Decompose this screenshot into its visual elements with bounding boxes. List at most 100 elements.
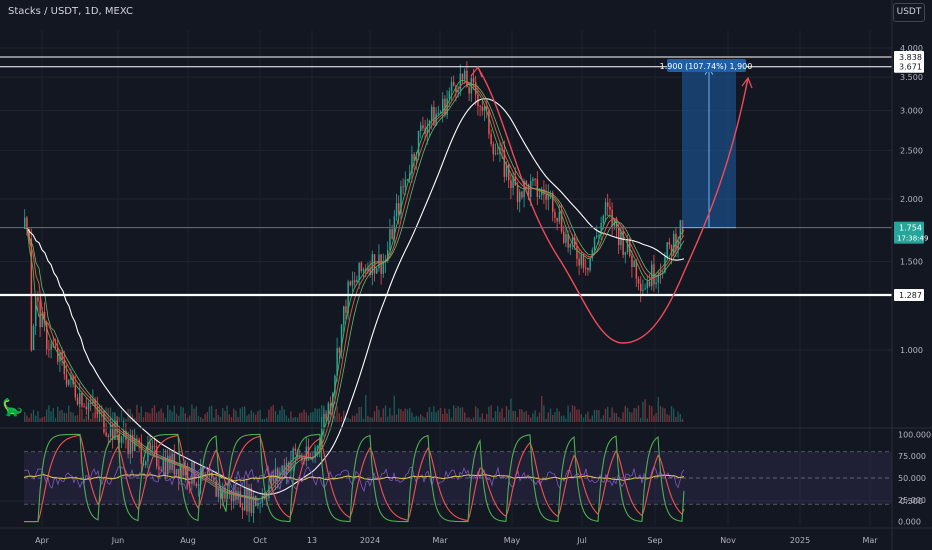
volume-bar (501, 408, 503, 422)
volume-bar (492, 418, 494, 422)
volume-bar (37, 411, 39, 422)
candle-body (624, 251, 627, 255)
candle-body (530, 180, 532, 197)
volume-bar (226, 405, 228, 422)
candle-body (340, 324, 343, 353)
volume-bar (626, 407, 629, 422)
volume-bar (279, 410, 281, 422)
volume-bar (290, 411, 292, 422)
volume-bar (675, 416, 677, 422)
volume-bar (398, 408, 400, 422)
volume-bar (79, 405, 81, 422)
candle-body (134, 438, 136, 451)
oscillator-tick-label: 100.000 (898, 430, 931, 439)
candle-body (347, 281, 349, 313)
candle-body (259, 502, 261, 504)
volume-bar (123, 417, 125, 422)
countdown-label: 17:38:49 (897, 235, 928, 243)
volume-bar (655, 413, 657, 422)
candle-body (470, 78, 473, 94)
time-tick-label: Mar (432, 536, 448, 545)
candle-body (360, 262, 363, 272)
candle-body (448, 91, 451, 99)
candle-body (195, 483, 198, 487)
candle-body (505, 164, 508, 177)
volume-bar (283, 409, 285, 422)
volume-bar (228, 414, 230, 422)
candle-body (32, 325, 35, 351)
volume-bar (285, 415, 288, 422)
volume-bar (580, 414, 582, 422)
candle-body (402, 186, 404, 188)
candle-body (241, 507, 244, 511)
volume-bar (406, 409, 409, 422)
volume-bar (578, 409, 580, 422)
candle-body (602, 215, 605, 223)
volume-bar (32, 409, 35, 422)
volume-bar (505, 405, 508, 422)
candle-body (43, 311, 46, 324)
volume-bar (433, 406, 435, 422)
volume-bar (215, 408, 217, 422)
candle-body (219, 488, 222, 499)
volume-bar (563, 415, 565, 422)
candle-body (582, 254, 585, 268)
volume-bar (217, 415, 219, 422)
volume-bar (670, 406, 673, 422)
current-price-label: 1.754 (899, 224, 922, 233)
candle-body (420, 125, 422, 131)
candle-body (63, 359, 66, 375)
candle-body (26, 217, 28, 229)
candle-body (373, 254, 376, 274)
volume-bar (472, 417, 475, 422)
volume-bar (538, 412, 541, 422)
volume-bar (272, 405, 274, 422)
candle-body (41, 311, 44, 328)
time-tick-label: 2024 (360, 536, 380, 545)
candle-body (79, 392, 81, 405)
stoch-d-line (24, 434, 685, 523)
volume-bar (149, 413, 151, 422)
level-badge (894, 51, 924, 64)
volume-bar (600, 418, 602, 422)
volume-bar (560, 415, 563, 422)
volume-bar (83, 418, 85, 422)
candle-body (611, 209, 613, 226)
volume-bar (184, 413, 186, 422)
time-tick-label: Apr (35, 536, 50, 545)
candle-body (593, 237, 596, 250)
symbol-title: Stacks / USDT, 1D, MEXC (8, 6, 133, 17)
candle-body (39, 301, 41, 328)
currency-button[interactable]: USDT (893, 3, 925, 22)
candle-body (679, 220, 682, 241)
candle-body (281, 465, 283, 472)
oscillator-tick-label: 75.000 (898, 452, 926, 461)
volume-bar (679, 413, 681, 422)
volume-bar (213, 417, 215, 422)
volume-bar (54, 417, 57, 422)
level-badge-label: 3.838 (899, 53, 922, 62)
candle-body (186, 466, 189, 482)
volume-bar (644, 399, 646, 422)
candle-body (398, 203, 400, 215)
volume-bar (466, 417, 468, 422)
volume-bar (134, 417, 136, 422)
volume-bar (28, 417, 30, 422)
candle-body (651, 264, 653, 287)
candle-body (81, 392, 83, 407)
volume-bar (345, 417, 347, 422)
candle-body (516, 185, 519, 202)
volume-bar (664, 408, 666, 422)
candle-body (208, 473, 211, 477)
volume-bar (314, 408, 316, 422)
level-badge-label: 3.671 (899, 63, 922, 72)
volume-bar (277, 414, 279, 422)
candle-body (107, 435, 110, 437)
volume-bar (255, 414, 257, 422)
candle-body (343, 306, 345, 325)
price-tick-label: 4.000 (900, 44, 923, 53)
tradingview-logo-icon: 🦕 (2, 398, 24, 418)
volume-bar (140, 406, 142, 422)
volume-bar (334, 415, 336, 422)
